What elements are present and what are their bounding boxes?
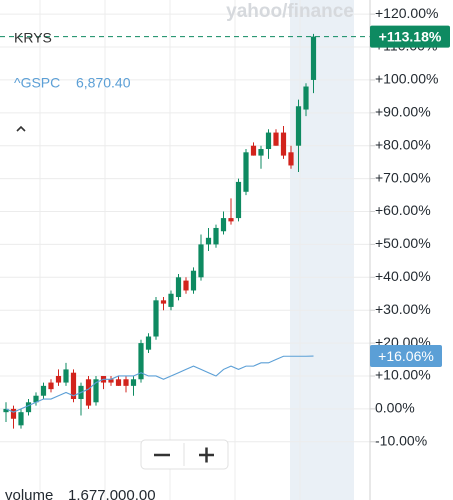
grid <box>0 13 375 443</box>
candle-body <box>175 277 182 298</box>
y-tick-label: +50.00% <box>375 235 431 251</box>
candle-body <box>183 280 189 291</box>
comparison-label: +16.06% <box>378 348 434 364</box>
legend-gspc-price: 6,870.40 <box>76 75 131 91</box>
comparison-line <box>5 355 314 413</box>
candle-body <box>205 237 212 245</box>
candle-body <box>228 218 234 222</box>
candle-body <box>93 379 99 403</box>
candle-body <box>295 106 302 146</box>
candle-body <box>160 300 167 304</box>
candle-body <box>48 382 54 390</box>
candle-body <box>265 132 272 150</box>
candle-body <box>70 372 77 400</box>
collapse-icon[interactable] <box>16 125 26 132</box>
candle-body <box>123 379 129 386</box>
y-tick-label: +120.00% <box>375 5 438 21</box>
candle-body <box>153 300 159 337</box>
last-value-badge <box>370 25 450 48</box>
candle-body <box>40 385 47 396</box>
candle-body <box>190 270 197 291</box>
candle-body <box>280 132 287 156</box>
y-tick-label: +30.00% <box>375 301 431 317</box>
period-highlight <box>290 0 354 500</box>
candle-body <box>145 336 152 350</box>
volume-label: volume <box>5 487 53 500</box>
candle-body <box>63 369 69 383</box>
candle-body <box>33 395 39 403</box>
comparison-badge <box>370 345 442 368</box>
candle-body <box>108 379 114 383</box>
legend-gspc: ^GSPC <box>14 75 60 91</box>
y-tick-label: +100.00% <box>375 71 438 87</box>
y-tick-label: +40.00% <box>375 268 431 284</box>
candle-body <box>198 244 204 278</box>
watermark: yahoo/finance <box>226 1 354 22</box>
y-tick-label: +10.00% <box>375 367 431 383</box>
zoom-in[interactable] <box>199 447 214 463</box>
candle-body <box>303 86 309 110</box>
last-value-label: +113.18% <box>379 28 442 44</box>
candle-body <box>220 218 227 232</box>
candle-body <box>3 408 9 413</box>
candle-body <box>55 375 62 383</box>
candle-body <box>168 293 174 307</box>
candle-body <box>258 149 264 156</box>
candle-body <box>85 379 92 406</box>
candle-body <box>235 181 242 219</box>
candle-body <box>10 408 17 419</box>
labels: +120.00%+110.00%+100.00%+90.00%+80.00%+7… <box>370 5 450 448</box>
candle-body <box>310 36 317 80</box>
y-tick-label: +80.00% <box>375 136 431 152</box>
candle-body <box>115 379 122 386</box>
vertical-grid <box>39 0 301 500</box>
y-tick-label: +70.00% <box>375 169 431 185</box>
candle-body <box>273 132 279 146</box>
y-tick-label: -10.00% <box>375 432 427 448</box>
candle-body <box>243 152 249 192</box>
candle-body <box>18 412 24 426</box>
candle-body <box>250 145 257 156</box>
volume-value: 1,677,000.00 <box>68 487 156 500</box>
marks <box>0 33 370 429</box>
y-tick-label: +90.00% <box>375 104 431 120</box>
candle-body <box>130 379 137 386</box>
candle-body <box>213 227 219 245</box>
y-tick-label: +60.00% <box>375 202 431 218</box>
candle-body <box>138 343 144 380</box>
y-tick-label: 0.00% <box>375 400 415 416</box>
candle-body <box>25 402 32 413</box>
zoom-controls <box>140 439 229 470</box>
candle-body <box>288 152 294 166</box>
legend-krys: KRYS <box>14 30 52 46</box>
